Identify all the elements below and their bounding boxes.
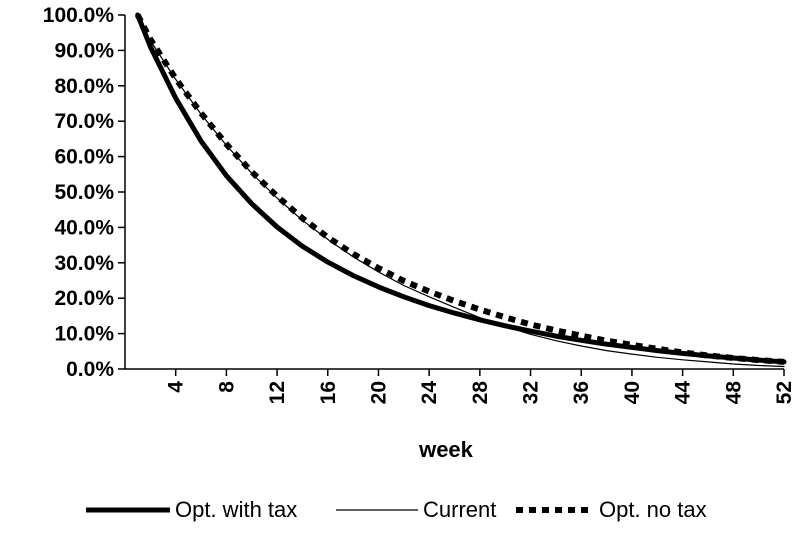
x-tick-label: 4 xyxy=(165,381,188,393)
x-tick-label: 48 xyxy=(722,381,745,405)
x-tick-label: 44 xyxy=(672,381,695,405)
y-tick-label: 10.0% xyxy=(54,323,114,346)
y-tick-label: 90.0% xyxy=(54,39,114,62)
y-axis: 0.0% 10.0% 20.0% 30.0% 40.0% 50.0% 60.0% 70.0% 8… xyxy=(43,4,126,381)
x-axis-title: week xyxy=(418,437,474,462)
y-tick-label: 70.0% xyxy=(54,110,114,133)
y-tick-label: 60.0% xyxy=(54,146,114,169)
x-tick-label: 12 xyxy=(266,381,289,404)
y-tick-label: 30.0% xyxy=(54,252,114,275)
y-tick-label: 40.0% xyxy=(54,216,114,239)
x-tick-label: 32 xyxy=(520,381,543,404)
x-axis: 4 8 12 16 20 24 28 32 36 40 44 48 52 xyxy=(125,368,795,405)
y-tick-label: 0.0% xyxy=(66,358,114,381)
legend-item: Opt. with tax xyxy=(86,497,297,522)
x-tick-label: 40 xyxy=(621,381,644,404)
x-tick-label: 52 xyxy=(773,381,795,404)
x-tick-label: 36 xyxy=(570,381,593,404)
legend-label: Opt. with tax xyxy=(175,497,297,522)
legend-item: Current xyxy=(336,497,496,522)
x-tick-label: 8 xyxy=(215,381,238,393)
legend-label: Opt. no tax xyxy=(599,497,707,522)
x-tick-label: 28 xyxy=(469,381,492,405)
y-tick-label: 100.0% xyxy=(43,4,115,27)
y-tick-label: 20.0% xyxy=(54,287,114,310)
y-tick-label: 80.0% xyxy=(54,75,114,98)
y-tick-label: 50.0% xyxy=(54,181,114,204)
x-tick-label: 20 xyxy=(367,381,390,404)
series-line-opt-no-tax xyxy=(135,13,785,365)
x-tick-label: 16 xyxy=(317,381,340,404)
legend-label: Current xyxy=(423,497,496,522)
legend: Opt. with tax Current Opt. no tax xyxy=(86,497,707,522)
legend-item: Opt. no tax xyxy=(516,497,707,522)
series-layer xyxy=(135,12,787,368)
x-tick-label: 24 xyxy=(418,381,441,405)
